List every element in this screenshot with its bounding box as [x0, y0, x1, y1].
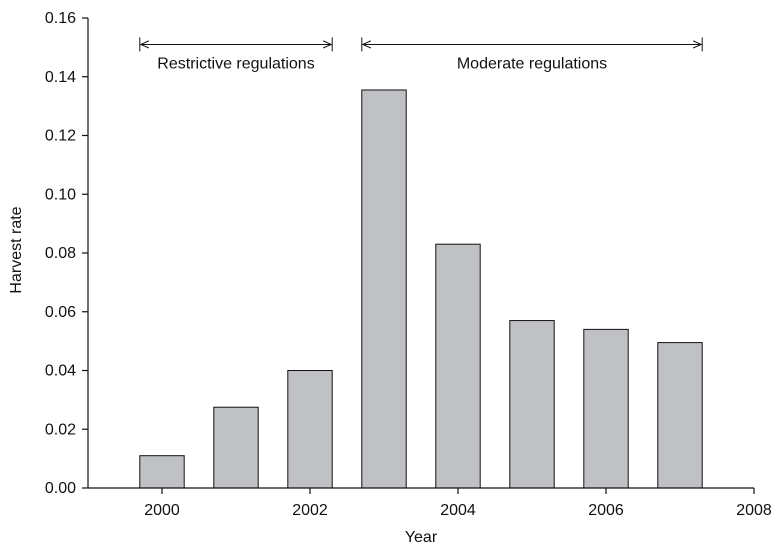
bar-2007: [657, 342, 703, 489]
y-axis-title: Harvest rate: [8, 206, 25, 293]
annotations-layer: Restrictive regulations Moderate regulati…: [139, 37, 703, 73]
axes-layer: 0.00 0.02 0.04 0.06 0.08 0.10 0.12 0.14 0.16 2000…: [45, 10, 772, 519]
y-tick-label: 0.02: [45, 421, 76, 438]
bar-2000: [139, 455, 185, 489]
x-axis-title: Year: [405, 529, 438, 546]
bars-layer: [139, 89, 703, 489]
y-tick-label: 0.14: [45, 69, 76, 86]
annotation-label-0: Restrictive regulations: [157, 56, 314, 73]
x-tick-label: 2002: [292, 502, 328, 519]
x-tick-label: 2000: [144, 502, 180, 519]
bar-2006: [583, 328, 629, 489]
bar-2003: [361, 89, 407, 489]
y-tick-label: 0.12: [45, 128, 76, 145]
x-tick-label: 2008: [736, 502, 772, 519]
y-tick-label: 0.00: [45, 480, 76, 497]
y-tick-label: 0.16: [45, 10, 76, 27]
y-tick-label: 0.10: [45, 186, 76, 203]
y-tick-label: 0.04: [45, 363, 76, 380]
bar-2004: [435, 243, 481, 489]
bar-2005: [509, 320, 555, 489]
x-tick-label: 2006: [588, 502, 624, 519]
bar-2001: [213, 406, 259, 489]
y-tick-label: 0.06: [45, 304, 76, 321]
bar-2002: [287, 370, 333, 489]
x-tick-label: 2004: [440, 502, 476, 519]
y-tick-label: 0.08: [45, 245, 76, 262]
annotation-label-1: Moderate regulations: [457, 56, 607, 73]
